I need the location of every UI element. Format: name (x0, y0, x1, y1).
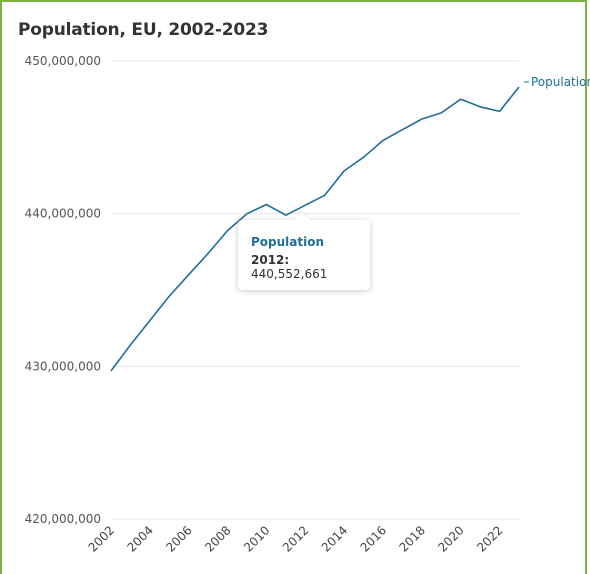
data-point[interactable] (399, 127, 405, 133)
data-point[interactable] (361, 154, 367, 160)
data-point[interactable] (302, 202, 308, 208)
x-tick-label: 2020 (435, 523, 466, 554)
chart-title: Population, EU, 2002-2023 (18, 20, 269, 40)
grid-lines (111, 60, 519, 520)
x-tick-label: 2018 (396, 523, 427, 554)
x-tick-label: 2004 (124, 523, 155, 554)
data-point[interactable] (438, 110, 444, 116)
data-point[interactable] (283, 212, 289, 218)
x-tick-label: 2012 (280, 523, 311, 554)
x-tick-label: 2016 (358, 523, 389, 554)
tooltip-value-line: 2012: 440,552,661 (251, 253, 358, 281)
x-tick-label: 2008 (202, 523, 233, 554)
data-tooltip: Population 2012: 440,552,661 (238, 212, 370, 290)
x-tick-label: 2006 (163, 523, 194, 554)
data-point[interactable] (380, 137, 386, 143)
y-tick-label: 430,000,000 (25, 359, 101, 373)
y-axis-labels: 420,000,000 430,000,000 440,000,000 450,000… (25, 54, 101, 526)
x-tick-label: 2010 (241, 523, 272, 554)
y-tick-label: 440,000,000 (25, 207, 101, 221)
data-point[interactable] (516, 84, 522, 90)
data-point[interactable] (108, 368, 114, 374)
data-point[interactable] (419, 116, 425, 122)
data-point[interactable] (263, 202, 269, 208)
x-tick-label: 2022 (474, 523, 505, 554)
data-point[interactable] (205, 250, 211, 256)
tooltip-value: 440,552,661 (251, 267, 328, 281)
tooltip-series-name: Population (251, 235, 325, 249)
data-point[interactable] (497, 108, 503, 114)
y-tick-label: 420,000,000 (25, 512, 101, 526)
legend-item-population[interactable]: Population (531, 75, 590, 89)
x-axis-labels: 2002 2004 2006 2008 2010 2012 2014 2016 2018 2020… (86, 523, 506, 554)
data-point[interactable] (477, 104, 483, 110)
tooltip-year: 2012: (251, 253, 290, 267)
tooltip-arrow (294, 212, 310, 220)
data-point[interactable] (244, 211, 250, 217)
data-point[interactable] (127, 342, 133, 348)
x-tick-label: 2014 (319, 523, 350, 554)
data-point[interactable] (458, 96, 464, 102)
population-line (110, 86, 520, 372)
y-tick-label: 450,000,000 (25, 54, 101, 68)
legend: Population (524, 75, 590, 89)
data-point[interactable] (166, 293, 172, 299)
data-point[interactable] (322, 192, 328, 198)
data-point[interactable] (341, 168, 347, 174)
series-population (108, 84, 522, 374)
data-point[interactable] (147, 318, 153, 324)
x-tick-label: 2002 (86, 523, 117, 554)
data-point[interactable] (186, 272, 192, 278)
data-point[interactable] (225, 227, 231, 233)
